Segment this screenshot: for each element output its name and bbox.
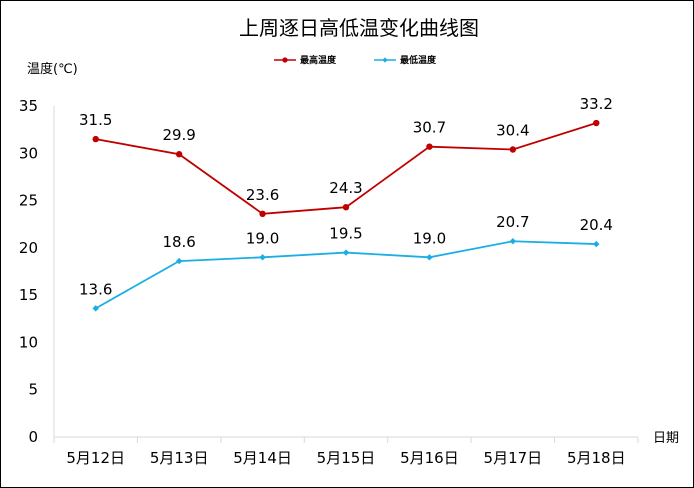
series-2-point xyxy=(342,249,350,256)
series-1-point xyxy=(342,203,350,211)
legend-marker-1 xyxy=(282,57,288,63)
series-1-point xyxy=(175,151,183,158)
y-tick-label: 20 xyxy=(19,239,38,257)
series-1-point xyxy=(593,119,600,127)
data-label: 24.3 xyxy=(329,179,362,197)
chart-title: 上周逐日高低温变化曲线图 xyxy=(239,16,479,40)
data-label: 18.6 xyxy=(162,233,195,251)
x-tick-label: 5月17日 xyxy=(484,449,543,467)
data-label: 13.6 xyxy=(79,280,112,298)
axes: 0 5 10 15 20 25 30 35 5月12日 5月13日 5月14日 5月15日 5月16日 5… xyxy=(19,97,639,467)
x-tick-label: 5月13日 xyxy=(150,449,209,467)
x-tick-label: 5月14日 xyxy=(233,449,292,467)
y-tick-label: 25 xyxy=(19,192,38,210)
data-label: 19.0 xyxy=(413,229,446,247)
y-tick-label: 0 xyxy=(28,428,38,446)
data-label: 30.7 xyxy=(413,119,446,137)
legend-label-2: 最低温度 xyxy=(400,54,437,66)
y-tick-label: 30 xyxy=(19,144,38,162)
series-1-point xyxy=(259,210,266,218)
x-axis-title: 日期 xyxy=(653,431,679,446)
data-label: 33.2 xyxy=(580,95,613,113)
series-1-point xyxy=(92,135,99,143)
series-2-point xyxy=(92,305,99,312)
x-tick-label: 5月15日 xyxy=(317,449,376,467)
series-1-point xyxy=(426,143,433,150)
data-label: 31.5 xyxy=(79,111,112,129)
data-label: 20.4 xyxy=(580,216,613,234)
legend: 最高温度 最低温度 xyxy=(274,54,437,66)
series-2-point xyxy=(593,240,600,248)
series-2-point xyxy=(259,254,266,261)
data-label: 29.9 xyxy=(162,126,195,144)
y-axis-title: 温度(℃) xyxy=(27,61,78,77)
series-2-point xyxy=(175,257,183,265)
legend-marker-2 xyxy=(382,57,388,63)
y-tick-label: 15 xyxy=(19,286,38,304)
series-2-point xyxy=(509,238,517,245)
plot-area: 31.5 29.9 23.6 24.3 30.7 30.4 33.2 13.6 18.6 19.0… xyxy=(79,95,613,312)
x-tick-label: 5月18日 xyxy=(567,449,626,467)
data-label: 30.4 xyxy=(496,122,529,140)
data-label: 20.7 xyxy=(496,213,529,231)
series-1-point xyxy=(509,146,517,153)
x-tick-label: 5月16日 xyxy=(400,449,459,467)
y-tick-label: 35 xyxy=(19,97,38,115)
y-tick-label: 10 xyxy=(19,333,38,351)
data-label: 19.0 xyxy=(246,229,279,247)
legend-label-1: 最高温度 xyxy=(300,54,337,66)
x-tick-label: 5月12日 xyxy=(66,449,125,467)
data-label: 19.5 xyxy=(329,225,362,243)
y-tick-label: 5 xyxy=(28,381,38,399)
series-2-point xyxy=(426,254,433,261)
data-label: 23.6 xyxy=(246,186,279,204)
